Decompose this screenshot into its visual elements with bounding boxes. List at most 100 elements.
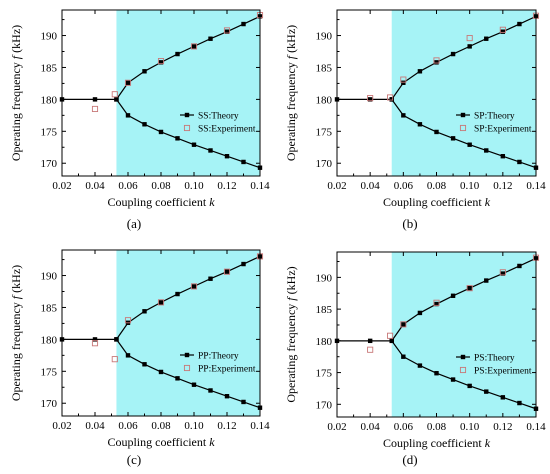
experiment-point bbox=[91, 340, 99, 347]
panel-label: (b) bbox=[402, 216, 417, 231]
y-tick-label: 175 bbox=[41, 366, 58, 378]
experiment-point bbox=[223, 268, 231, 275]
experiment-point bbox=[433, 57, 440, 64]
theory-point bbox=[401, 80, 406, 85]
chart-panel-c: 0.02 0.04 0.06 0.08 0.10 0.12 0.14 170 175 180 185… bbox=[9, 249, 270, 467]
theory-point bbox=[367, 338, 373, 344]
theory-point bbox=[517, 21, 522, 27]
y-tick-label: 175 bbox=[316, 126, 333, 138]
shaded-region bbox=[391, 10, 536, 176]
x-axis-label: Coupling coefficient k bbox=[107, 435, 215, 449]
theory-point bbox=[389, 97, 394, 102]
x-tick-label: 0.08 bbox=[427, 421, 447, 433]
theory-point bbox=[500, 29, 506, 34]
theory-point bbox=[142, 362, 147, 367]
x-tick-label: 0.12 bbox=[217, 420, 236, 432]
legend-experiment-marker bbox=[183, 124, 191, 132]
theory-point bbox=[175, 51, 180, 57]
x-tick-label: 0.14 bbox=[250, 180, 270, 192]
experiment-point bbox=[157, 58, 165, 65]
experiment-point bbox=[367, 95, 374, 102]
theory-point bbox=[417, 310, 423, 316]
theory-point bbox=[92, 97, 98, 102]
theory-point bbox=[175, 136, 180, 141]
y-axis-label: Operating frequency f (kHz) bbox=[9, 265, 23, 401]
panel-label: (c) bbox=[127, 452, 141, 467]
x-axis-label-text: Coupling coefficient bbox=[107, 195, 209, 209]
theory-point bbox=[114, 97, 119, 102]
experiment-point bbox=[223, 27, 231, 34]
theory-point bbox=[114, 337, 119, 342]
theory-point bbox=[125, 113, 131, 118]
experiment-point bbox=[499, 269, 506, 276]
theory-point bbox=[484, 278, 489, 283]
x-tick-label: 0.02 bbox=[52, 420, 71, 432]
experiment-point bbox=[400, 76, 407, 83]
experiment-point bbox=[124, 79, 132, 86]
experiment-point bbox=[433, 299, 440, 306]
y-tick-label: 185 bbox=[41, 62, 58, 74]
x-axis-label-text: Coupling coefficient bbox=[383, 436, 485, 450]
x-tick-label: 0.02 bbox=[327, 180, 346, 192]
theory-point bbox=[484, 389, 489, 394]
x-tick-label: 0.06 bbox=[118, 180, 138, 192]
theory-point bbox=[142, 69, 147, 74]
theory-point bbox=[389, 338, 394, 344]
theory-point bbox=[208, 276, 213, 281]
theory-point bbox=[467, 142, 472, 147]
x-axis-label-var: k bbox=[209, 435, 215, 449]
experiment-point bbox=[466, 35, 473, 42]
experiment-point bbox=[124, 317, 132, 324]
theory-point bbox=[158, 300, 164, 305]
y-axis-label: Operating frequency f (kHz) bbox=[9, 25, 23, 161]
theory-point bbox=[241, 21, 246, 27]
x-tick-label: 0.06 bbox=[394, 421, 414, 433]
experiment-point bbox=[111, 356, 118, 363]
theory-point bbox=[434, 60, 439, 65]
theory-point bbox=[484, 148, 489, 153]
x-tick-label: 0.10 bbox=[184, 420, 204, 432]
theory-point bbox=[191, 44, 197, 49]
y-tick-label: 185 bbox=[316, 304, 333, 316]
legend-experiment-label: PP:Experiment bbox=[198, 365, 256, 375]
x-tick-label: 0.14 bbox=[526, 180, 546, 192]
legend-experiment-marker bbox=[459, 124, 467, 132]
chart-panel-d: 0.02 0.04 0.06 0.08 0.10 0.12 0.14 170 175 180 185… bbox=[284, 251, 546, 467]
y-tick-label: 190 bbox=[316, 272, 333, 284]
legend-experiment-label: SP:Experiment bbox=[474, 125, 532, 135]
y-axis-label-text: Operating frequency bbox=[284, 301, 298, 403]
panel-label: (d) bbox=[402, 452, 417, 467]
shaded-region bbox=[116, 250, 260, 416]
y-tick-label: 170 bbox=[316, 158, 333, 170]
experiment-point bbox=[367, 346, 374, 353]
theory-point bbox=[208, 388, 213, 393]
experiment-point bbox=[111, 91, 118, 98]
x-tick-label: 0.10 bbox=[184, 180, 204, 192]
y-tick-label: 175 bbox=[316, 368, 333, 380]
x-axis-label-text: Coupling coefficient bbox=[383, 195, 485, 209]
x-tick-label: 0.06 bbox=[118, 420, 138, 432]
y-tick-label: 170 bbox=[316, 399, 333, 411]
theory-point bbox=[517, 263, 522, 269]
x-axis-label-var: k bbox=[485, 436, 491, 450]
theory-point bbox=[434, 301, 439, 307]
x-axis-label-var: k bbox=[485, 195, 491, 209]
theory-point bbox=[224, 394, 230, 399]
theory-point bbox=[125, 80, 131, 85]
y-tick-label: 190 bbox=[316, 31, 333, 43]
x-tick-label: 0.04 bbox=[361, 180, 381, 192]
experiment-point bbox=[466, 285, 473, 292]
x-tick-label: 0.02 bbox=[52, 180, 71, 192]
theory-line-branch-2 bbox=[115, 339, 261, 409]
theory-point bbox=[224, 154, 230, 159]
y-axis-label: Operating frequency f (kHz) bbox=[284, 25, 298, 161]
legend-experiment-marker bbox=[459, 366, 467, 374]
theory-point bbox=[208, 148, 213, 153]
y-axis-label-unit: (kHz) bbox=[9, 265, 23, 293]
theory-point bbox=[450, 136, 456, 141]
y-tick-label: 180 bbox=[41, 334, 58, 346]
legend-experiment-marker bbox=[183, 364, 191, 372]
x-tick-label: 0.12 bbox=[217, 180, 236, 192]
theory-point bbox=[208, 36, 213, 41]
